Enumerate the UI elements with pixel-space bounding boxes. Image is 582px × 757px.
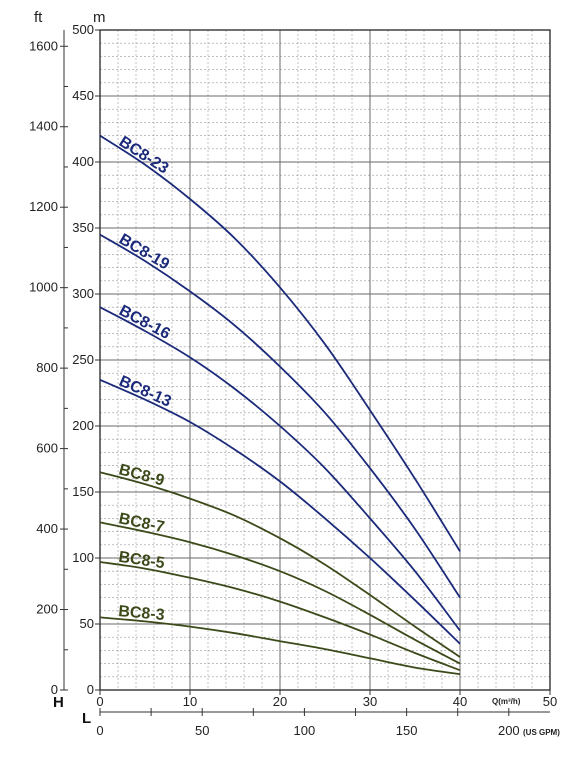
y-ft-tick-label: 400 — [36, 521, 58, 536]
x-gpm-tick-label: 50 — [195, 723, 209, 738]
x-gpm-tick-label: 0 — [96, 723, 103, 738]
curve-bc8-23 — [99, 134, 461, 552]
curve-bc8-9 — [99, 471, 461, 658]
x-m3h-tick-label: 30 — [363, 694, 377, 709]
curve-bc8-5 — [99, 561, 461, 672]
x-gpm-tick-label: 200 — [498, 723, 520, 738]
y-m-tick-label: 400 — [72, 154, 94, 169]
gpm-unit-label: (US GPM) — [523, 728, 560, 737]
x-m3h-tick-label: 0 — [96, 694, 103, 709]
curve-bc8-13 — [99, 378, 461, 645]
grid — [100, 30, 550, 690]
curve-bc8-7 — [99, 521, 461, 665]
curve-bc8-3 — [99, 616, 461, 676]
x-gpm-tick-label: 150 — [396, 723, 418, 738]
y-ft-tick-label: 1400 — [29, 119, 58, 134]
series-curves — [99, 134, 461, 676]
ft-unit-label: ft — [34, 9, 43, 26]
y-m-tick-label: 200 — [72, 418, 94, 433]
y-m-tick-label: 300 — [72, 286, 94, 301]
axes: 0501001502002503003504004505000200400600… — [29, 22, 557, 738]
y-m-tick-label: 50 — [80, 616, 94, 631]
y-ft-tick-label: 200 — [36, 602, 58, 617]
q-unit-label: Q(m³/h) — [492, 697, 521, 706]
y-ft-tick-label: 600 — [36, 441, 58, 456]
curve-label-bc8-3: BC8-3 — [118, 603, 166, 624]
curve-bc8-16 — [99, 306, 461, 632]
y-m-tick-label: 250 — [72, 352, 94, 367]
l-axis-letter: L — [82, 710, 91, 727]
h-axis-letter: H — [53, 694, 64, 711]
y-m-tick-label: 500 — [72, 22, 94, 37]
y-ft-tick-label: 1200 — [29, 199, 58, 214]
y-m-tick-label: 150 — [72, 484, 94, 499]
y-m-tick-label: 0 — [87, 682, 94, 697]
x-m3h-tick-label: 20 — [273, 694, 287, 709]
x-m3h-tick-label: 40 — [453, 694, 467, 709]
y-m-tick-label: 450 — [72, 88, 94, 103]
curve-label-bc8-5: BC8-5 — [117, 549, 165, 573]
y-ft-tick-label: 1600 — [29, 38, 58, 53]
m-unit-label: m — [93, 9, 106, 26]
y-m-tick-label: 100 — [72, 550, 94, 565]
y-ft-tick-label: 1000 — [29, 280, 58, 295]
x-m3h-tick-label: 10 — [183, 694, 197, 709]
x-m3h-tick-label: 50 — [543, 694, 557, 709]
y-ft-tick-label: 800 — [36, 360, 58, 375]
y-ft-tick-label: 0 — [51, 682, 58, 697]
x-gpm-tick-label: 100 — [294, 723, 316, 738]
y-m-tick-label: 350 — [72, 220, 94, 235]
curve-bc8-19 — [99, 233, 461, 599]
